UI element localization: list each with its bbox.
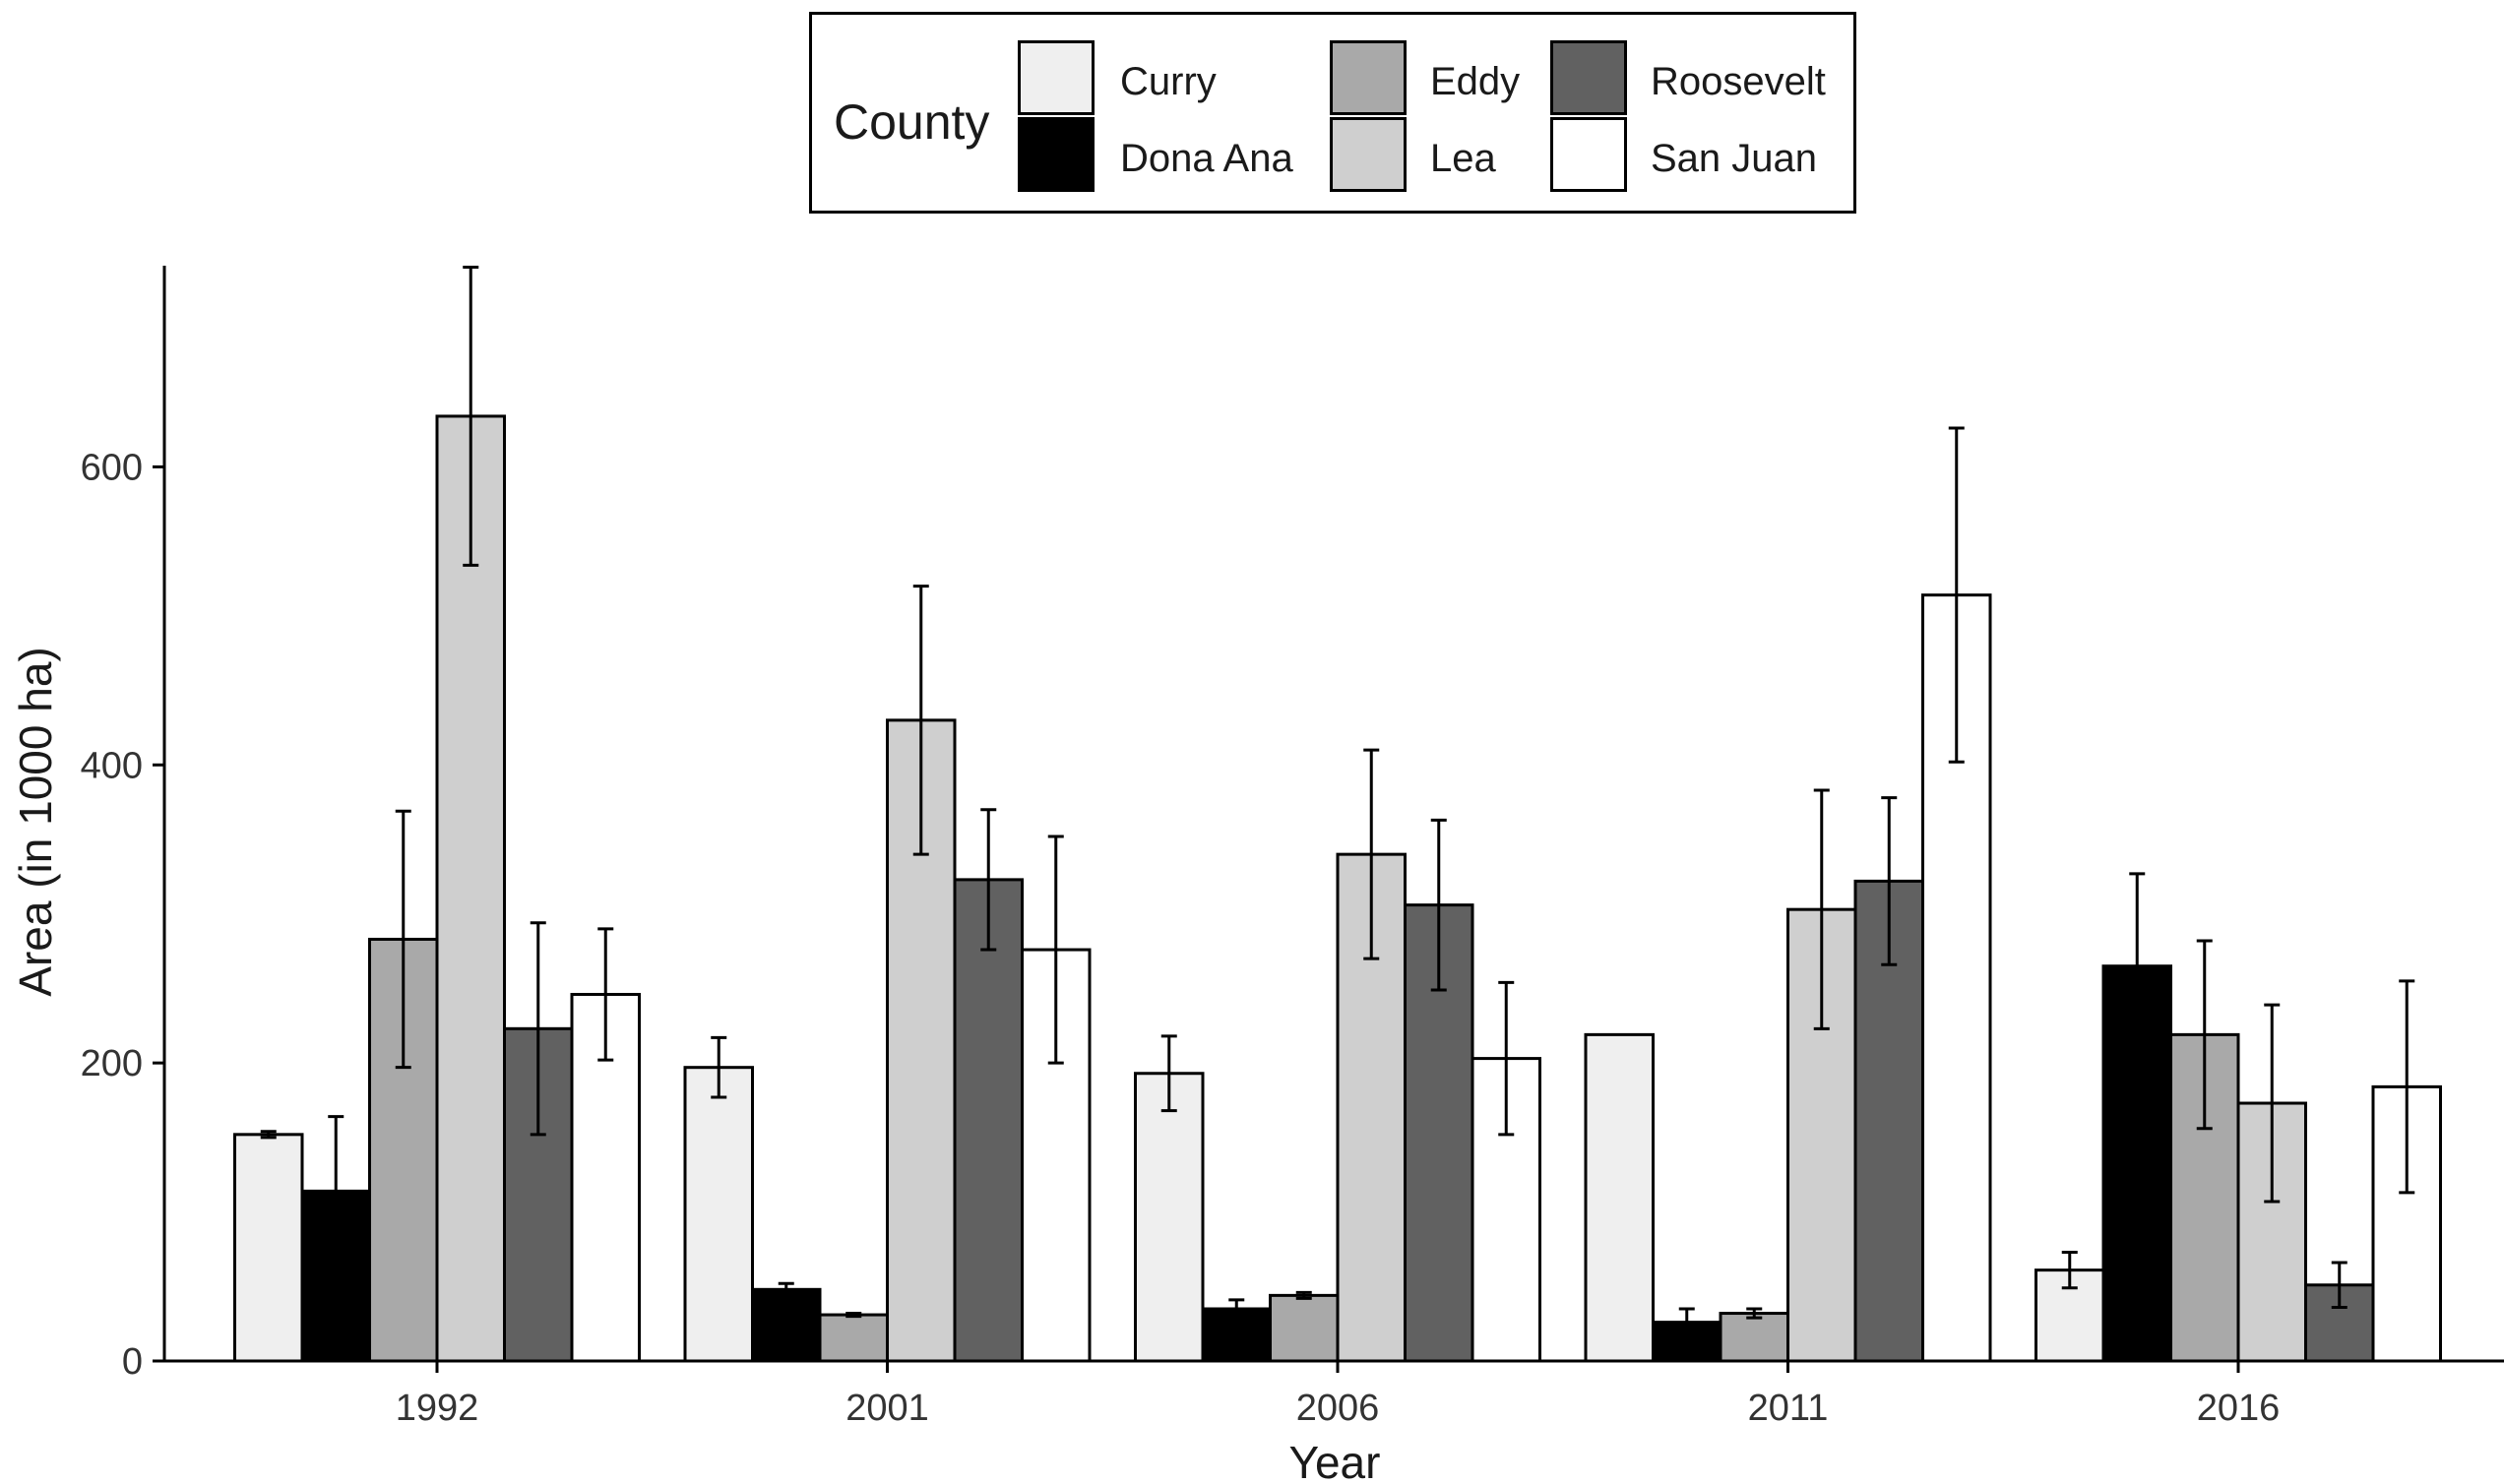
legend-key-eddy xyxy=(1330,40,1407,115)
error-bar-roosevelt-2006 xyxy=(1430,818,1447,992)
error-bar-roosevelt-2001 xyxy=(980,808,997,952)
x-tick-label-2001: 2001 xyxy=(845,1388,929,1429)
error-bar-san-juan-2016 xyxy=(2399,979,2415,1195)
error-bar-san-juan-1992 xyxy=(597,927,614,1062)
legend-label-dona-ana: Dona Ana xyxy=(1120,137,1293,180)
y-tick-label-600: 600 xyxy=(81,447,143,488)
x-tick-label-2006: 2006 xyxy=(1296,1388,1380,1429)
x-tick-label-2016: 2016 xyxy=(2197,1388,2281,1429)
legend-label-san-juan: San Juan xyxy=(1651,137,1818,180)
bar-roosevelt-2001 xyxy=(953,878,1024,1363)
bar-curry-2006 xyxy=(1134,1072,1205,1363)
bar-curry-2011 xyxy=(1584,1032,1655,1363)
y-axis-title: Area (in 1000 ha) xyxy=(10,647,61,996)
error-bar-roosevelt-1992 xyxy=(530,921,546,1137)
error-bar-curry-2016 xyxy=(2061,1250,2078,1290)
error-bar-eddy-1992 xyxy=(395,809,411,1070)
legend-key-roosevelt xyxy=(1550,40,1627,115)
error-bar-eddy-2016 xyxy=(2196,939,2213,1131)
legend-label-curry: Curry xyxy=(1120,60,1217,103)
x-tick-label-1992: 1992 xyxy=(396,1388,479,1429)
error-bar-san-juan-2011 xyxy=(1948,426,1965,764)
error-bar-san-juan-2001 xyxy=(1047,835,1064,1065)
error-bar-roosevelt-2016 xyxy=(2331,1261,2348,1309)
axes-layer: 1992 2001 2006 2011 2016 0 200 400 600 xyxy=(81,266,2504,1429)
error-bar-dona-ana-2006 xyxy=(1228,1298,1245,1320)
error-bar-dona-ana-2001 xyxy=(778,1281,794,1297)
legend: County Curry Dona Ana Eddy Lea Roosevelt… xyxy=(809,12,1856,214)
legend-title: County xyxy=(834,94,990,150)
error-bar-roosevelt-2011 xyxy=(1881,796,1898,966)
error-bar-eddy-2001 xyxy=(845,1312,862,1319)
legend-key-san-juan xyxy=(1550,117,1627,192)
error-bar-lea-1992 xyxy=(463,266,479,567)
legend-key-curry xyxy=(1018,40,1095,115)
error-bar-curry-2001 xyxy=(711,1035,727,1099)
legend-label-roosevelt: Roosevelt xyxy=(1651,60,1826,103)
bar-curry-2001 xyxy=(683,1066,754,1363)
bar-eddy-2001 xyxy=(818,1313,889,1363)
legend-label-lea: Lea xyxy=(1430,137,1496,180)
bar-dona-ana-2001 xyxy=(751,1287,822,1363)
y-tick-label-0: 0 xyxy=(122,1341,143,1383)
legend-label-eddy: Eddy xyxy=(1430,60,1521,103)
x-axis-title: Year xyxy=(1289,1437,1381,1484)
bar-eddy-2006 xyxy=(1269,1293,1340,1363)
error-bar-lea-2001 xyxy=(912,585,929,856)
legend-key-dona-ana xyxy=(1018,117,1095,192)
y-tick-label-200: 200 xyxy=(81,1043,143,1084)
legend-key-lea xyxy=(1330,117,1407,192)
error-bar-eddy-2006 xyxy=(1295,1290,1312,1300)
bars-layer xyxy=(233,414,2442,1363)
bar-eddy-2011 xyxy=(1719,1312,1789,1363)
x-tick-label-2011: 2011 xyxy=(1748,1388,1829,1429)
y-tick-label-400: 400 xyxy=(81,745,143,786)
error-bar-curry-1992 xyxy=(260,1130,277,1140)
error-bar-lea-2011 xyxy=(1813,788,1830,1030)
error-bars-layer xyxy=(260,266,2415,1337)
error-bar-curry-2006 xyxy=(1160,1034,1177,1113)
error-bar-san-juan-2006 xyxy=(1498,980,1515,1137)
bar-curry-1992 xyxy=(233,1133,304,1363)
error-bar-dona-ana-2011 xyxy=(1678,1307,1695,1337)
error-bar-dona-ana-1992 xyxy=(328,1115,344,1268)
error-bar-lea-2016 xyxy=(2264,1003,2281,1204)
error-bar-dona-ana-2016 xyxy=(2129,872,2146,1061)
error-bar-lea-2006 xyxy=(1363,748,1380,960)
error-bar-eddy-2011 xyxy=(1746,1307,1763,1320)
